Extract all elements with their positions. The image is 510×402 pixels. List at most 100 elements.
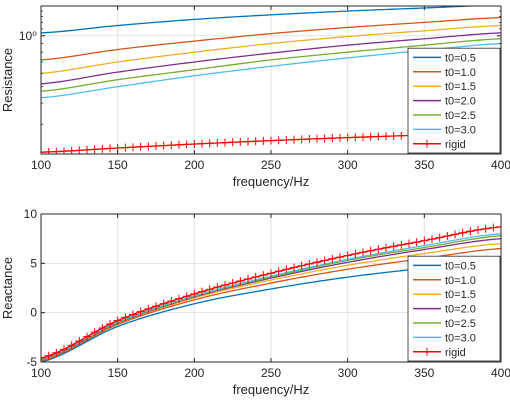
legend-marker [423,139,431,148]
data-point [366,246,375,255]
legend-item: t0=2.0 [413,96,476,108]
data-point [167,297,176,306]
data-point [152,141,160,150]
data-point [366,132,375,141]
x-tick-label: 100 [31,366,51,380]
data-point [98,144,107,153]
data-point [44,351,53,360]
data-point [297,261,306,270]
legend-label: t0=1.0 [445,67,476,79]
data-point [481,224,490,233]
x-axis-label: frequency/Hz [233,382,310,397]
data-point [198,287,206,296]
legend-item: t0=3.0 [413,124,476,136]
data-point [159,141,168,150]
data-point [60,345,68,354]
data-point [474,225,482,234]
data-point [52,147,61,154]
data-point [451,230,459,239]
legend: t0=0.5 t0=1.0 t0=1.5 t0=2.0 t0=2.5 t0=3.0 rigi… [407,255,501,362]
data-point [389,242,398,251]
data-point [90,145,99,154]
data-point [374,245,383,254]
x-tick-label: 150 [108,366,128,380]
data-point [343,133,352,142]
x-tick-label: 300 [338,366,358,380]
legend-label: t0=3.0 [445,124,476,136]
data-point [83,332,91,341]
data-point [106,144,114,153]
data-point [136,307,145,316]
data-point [420,236,429,245]
legend-item: rigid [413,347,466,359]
legend-item: t0=0.5 [413,260,476,272]
panel-2: 100 150 200 250 300 350 400 -5 0 5 10 frequency/Hz R… [0,207,510,397]
data-point [397,131,406,140]
data-point [182,140,191,149]
x-tick-label: 400 [491,158,510,172]
series-line [41,24,501,74]
data-point [259,136,268,145]
data-point [244,275,252,284]
data-point [198,139,206,148]
legend-label: t0=0.5 [445,52,476,64]
data-point [175,140,183,149]
legend-item: t0=2.5 [413,110,476,122]
data-point [41,148,45,154]
y-tick-label: 5 [30,256,37,270]
data-point [305,135,314,144]
data-point [205,285,214,294]
panel-1: 100 150 200 250 300 350 400 10⁰ frequency/Hz Resi… [0,5,510,189]
data-point [75,336,84,345]
legend-item: t0=1.5 [413,81,476,93]
data-point [320,256,329,265]
data-point [428,235,436,244]
data-point [221,281,229,290]
legend-label: rigid [445,139,466,151]
data-point [412,238,421,247]
y-axis-label: Resistance [0,48,15,112]
data-point [144,142,153,151]
x-tick-label: 200 [184,158,204,172]
data-point [328,134,337,143]
data-point [328,254,337,263]
data-point [236,276,245,285]
series-4 [41,32,501,85]
data-point [267,136,275,145]
series-7 [41,222,501,362]
legend-label: t0=1.5 [445,289,476,301]
legend-label: t0=1.5 [445,81,476,93]
y-tick-label: 10⁰ [19,29,37,43]
data-point [359,133,367,142]
legend-item: t0=1.0 [413,275,476,287]
legend-item: t0=0.5 [413,52,476,64]
data-point [389,132,398,141]
series-5 [41,38,501,92]
data-point [44,147,53,154]
data-point [129,143,137,152]
legend-item: t0=2.0 [413,304,476,316]
series-2 [41,17,501,61]
series-line [41,38,501,92]
data-point [236,137,245,146]
data-point [290,263,298,272]
legend-label: t0=3.0 [445,332,476,344]
data-point [190,289,199,298]
data-point [313,258,321,267]
data-point [228,138,237,147]
data-point [382,132,390,141]
data-point [67,341,76,350]
data-point [351,133,360,142]
x-tick-label: 150 [108,158,128,172]
legend-label: t0=0.5 [445,260,476,272]
data-point [228,279,237,288]
data-point [251,137,260,146]
data-point [351,249,360,258]
y-tick-label: -5 [26,355,37,369]
data-point [282,135,291,144]
series-3 [41,24,501,74]
legend-label: t0=1.0 [445,275,476,287]
data-point [397,240,406,249]
x-tick-label: 350 [414,158,434,172]
data-point [313,134,321,143]
